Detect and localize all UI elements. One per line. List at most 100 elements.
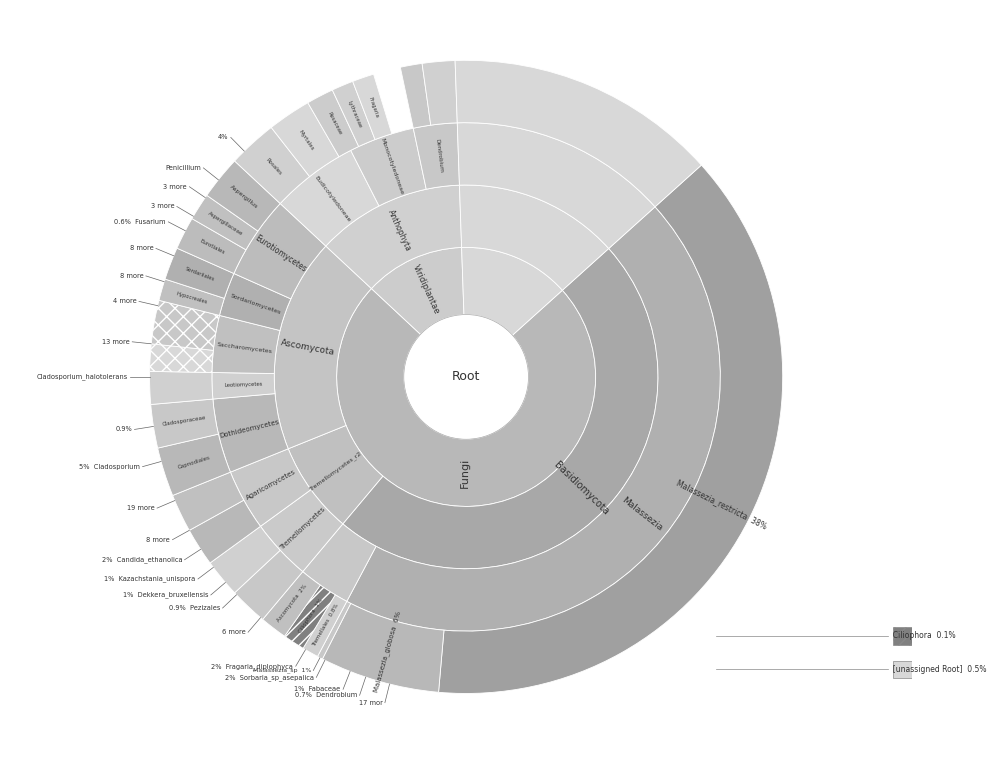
- Text: [unassigned Root]  0.5%: [unassigned Root] 0.5%: [888, 665, 987, 674]
- Wedge shape: [371, 247, 464, 335]
- Wedge shape: [212, 315, 280, 373]
- Text: Aspergillaceae: Aspergillaceae: [207, 210, 244, 237]
- Text: 4 more: 4 more: [113, 298, 137, 305]
- Text: Basidiomycota: Basidiomycota: [552, 460, 611, 517]
- Wedge shape: [213, 393, 288, 472]
- Wedge shape: [285, 585, 335, 649]
- Wedge shape: [462, 247, 562, 335]
- Wedge shape: [235, 550, 303, 619]
- Circle shape: [404, 315, 528, 439]
- Text: 8 more: 8 more: [130, 245, 154, 251]
- Text: 0.6%  Fusarium: 0.6% Fusarium: [114, 219, 166, 225]
- Text: 2%  Fragaria_diplophyca: 2% Fragaria_diplophyca: [211, 662, 293, 669]
- Wedge shape: [165, 248, 234, 298]
- Text: 3 more: 3 more: [151, 203, 174, 209]
- Wedge shape: [151, 399, 218, 448]
- Wedge shape: [192, 196, 258, 250]
- Text: Viridiplantae: Viridiplantae: [411, 264, 442, 316]
- Text: 3 more: 3 more: [163, 184, 187, 189]
- Wedge shape: [422, 60, 457, 125]
- Wedge shape: [230, 449, 311, 526]
- Text: Ciliophora  0.1%: Ciliophora 0.1%: [888, 632, 956, 640]
- Text: 0.7%  Dendrobium: 0.7% Dendrobium: [295, 693, 357, 698]
- Wedge shape: [150, 371, 213, 404]
- FancyBboxPatch shape: [893, 627, 922, 645]
- Wedge shape: [271, 103, 339, 176]
- Wedge shape: [219, 274, 291, 331]
- Wedge shape: [332, 81, 375, 147]
- Text: Eudicotyledoneae: Eudicotyledoneae: [313, 175, 351, 223]
- Text: Anthophyta: Anthophyta: [386, 209, 413, 253]
- Text: 0.9%  Pezizales: 0.9% Pezizales: [169, 605, 220, 611]
- Text: Eurotiomycetes: Eurotiomycetes: [253, 233, 308, 274]
- Wedge shape: [455, 60, 701, 207]
- Text: 8 more: 8 more: [146, 536, 170, 543]
- Wedge shape: [235, 128, 310, 203]
- Text: Saccharomycetes: Saccharomycetes: [217, 342, 273, 354]
- Wedge shape: [351, 128, 426, 206]
- Wedge shape: [159, 279, 224, 315]
- Text: Tremellomycetes: Tremellomycetes: [279, 506, 327, 551]
- Text: Ascomycota  2%: Ascomycota 2%: [276, 584, 308, 623]
- Text: Cladosporium_halotolerans: Cladosporium_halotolerans: [37, 373, 128, 380]
- Text: 1%  Kazachstania_unispora: 1% Kazachstania_unispora: [104, 576, 196, 582]
- Text: 8 more: 8 more: [120, 273, 144, 279]
- Text: 13 more: 13 more: [102, 339, 130, 345]
- Wedge shape: [337, 288, 596, 506]
- Wedge shape: [280, 151, 379, 246]
- Text: 19 more: 19 more: [127, 505, 155, 511]
- Text: 17 mor: 17 mor: [359, 700, 383, 706]
- Text: Dendrobium: Dendrobium: [434, 138, 444, 173]
- Wedge shape: [326, 186, 462, 288]
- Text: Aspergillus: Aspergillus: [229, 185, 259, 210]
- Wedge shape: [303, 524, 376, 601]
- Text: Leotiomycetes: Leotiomycetes: [224, 382, 263, 388]
- Text: Hypocreales: Hypocreales: [175, 291, 208, 305]
- Text: 5%  Cladosporium: 5% Cladosporium: [79, 464, 140, 470]
- Wedge shape: [274, 246, 371, 449]
- Text: Capnodiales: Capnodiales: [177, 455, 211, 470]
- Wedge shape: [459, 185, 609, 290]
- Text: Malassezia_globosa  6%: Malassezia_globosa 6%: [373, 610, 402, 693]
- Wedge shape: [210, 526, 280, 593]
- Wedge shape: [318, 601, 351, 659]
- Text: Fungi: Fungi: [460, 458, 470, 488]
- Wedge shape: [308, 90, 359, 157]
- Text: Malassezia_restricta  38%: Malassezia_restricta 38%: [675, 478, 768, 530]
- Text: Malassezia: Malassezia: [620, 495, 664, 533]
- Wedge shape: [288, 425, 383, 524]
- Wedge shape: [322, 604, 444, 693]
- Text: Cladosporaceae: Cladosporaceae: [162, 416, 207, 427]
- Wedge shape: [177, 219, 246, 274]
- Wedge shape: [173, 472, 244, 530]
- Text: Penicillium: Penicillium: [165, 165, 201, 171]
- Wedge shape: [353, 74, 392, 140]
- Text: 2%  Candida_ethanolica: 2% Candida_ethanolica: [102, 557, 182, 564]
- Text: Tremellales  0.8%: Tremellales 0.8%: [311, 603, 340, 648]
- Text: Ciliophora  1%: Ciliophora 1%: [298, 598, 324, 635]
- Text: 2%  Sorbaria_sp_asepalica: 2% Sorbaria_sp_asepalica: [225, 674, 314, 681]
- Wedge shape: [439, 165, 783, 693]
- Wedge shape: [303, 594, 347, 656]
- Wedge shape: [207, 161, 280, 231]
- Text: Rosaceae: Rosaceae: [326, 111, 342, 136]
- Text: Lythraceae: Lythraceae: [347, 100, 363, 128]
- Text: Eurotiales: Eurotiales: [199, 239, 225, 256]
- Text: 0.9%: 0.9%: [115, 427, 132, 432]
- Wedge shape: [189, 500, 260, 563]
- Wedge shape: [413, 123, 459, 189]
- Text: Rosales: Rosales: [264, 157, 282, 176]
- Text: Agaricomycetes: Agaricomycetes: [245, 469, 297, 501]
- Wedge shape: [158, 434, 230, 495]
- Text: Monocotyledoneae: Monocotyledoneae: [379, 138, 404, 196]
- FancyBboxPatch shape: [893, 661, 922, 678]
- Text: Sordariomycetes: Sordariomycetes: [229, 293, 281, 315]
- Text: Root: Root: [452, 370, 480, 383]
- Text: Dothideomycetes: Dothideomycetes: [219, 419, 280, 439]
- Text: 1%  Dekkera_bruxellensis: 1% Dekkera_bruxellensis: [123, 591, 208, 598]
- Wedge shape: [400, 63, 431, 128]
- Wedge shape: [260, 489, 343, 572]
- Wedge shape: [212, 373, 275, 399]
- Text: Fragaria: Fragaria: [367, 96, 379, 118]
- Wedge shape: [263, 572, 320, 636]
